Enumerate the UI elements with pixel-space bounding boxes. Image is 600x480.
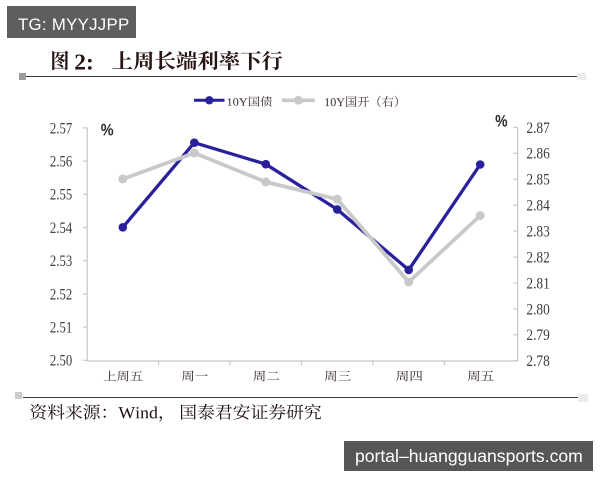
svg-text:2.52: 2.52 [50, 286, 72, 303]
svg-text:2.56: 2.56 [50, 154, 72, 171]
svg-text:2.78: 2.78 [526, 353, 549, 370]
svg-text:2.54: 2.54 [50, 220, 72, 237]
svg-text:2.51: 2.51 [50, 320, 72, 337]
svg-text:2.57: 2.57 [50, 120, 72, 137]
svg-text:2.82: 2.82 [526, 249, 549, 266]
svg-text:2.50: 2.50 [50, 353, 72, 370]
svg-text:2.85: 2.85 [526, 172, 549, 189]
svg-text:2.84: 2.84 [526, 198, 549, 215]
svg-text:2.80: 2.80 [526, 301, 549, 318]
svg-text:2.79: 2.79 [526, 327, 549, 344]
svg-text:2.53: 2.53 [50, 253, 72, 270]
svg-text:2.86: 2.86 [526, 146, 549, 163]
svg-text:2.87: 2.87 [526, 120, 549, 137]
svg-text:2.55: 2.55 [50, 187, 72, 204]
svg-text:2.81: 2.81 [526, 275, 549, 292]
svg-text:2.83: 2.83 [526, 224, 549, 241]
